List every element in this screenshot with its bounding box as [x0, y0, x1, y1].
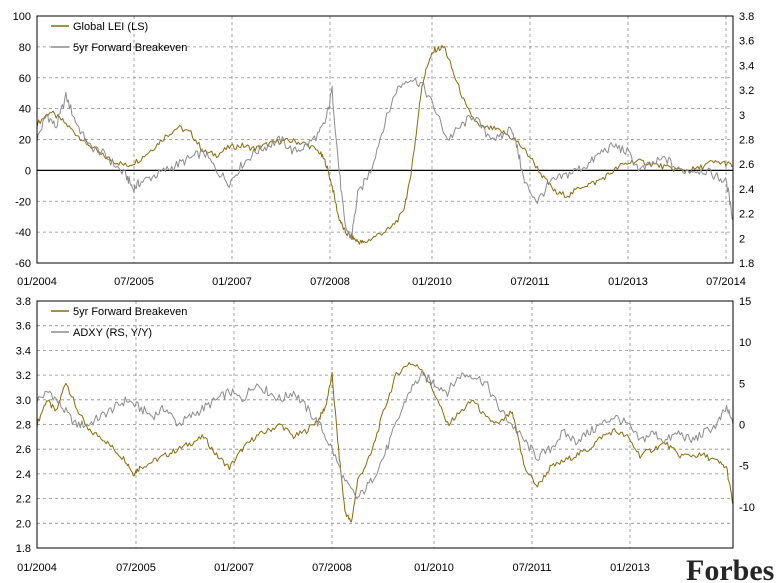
- y-right-tick-label: 2.4: [739, 184, 754, 196]
- y-left-tick-label: 3.8: [16, 296, 31, 308]
- x-tick-label: 07/2011: [511, 276, 550, 288]
- y-left-tick-label: 2.0: [16, 518, 31, 530]
- y-left-tick-label: 0: [25, 165, 31, 177]
- watermark-brand: Forbes: [686, 554, 774, 583]
- series-line-1: [36, 44, 734, 245]
- y-right-tick-label: 3.6: [739, 36, 754, 48]
- y-right-tick-label: 3.8: [739, 11, 754, 23]
- top-panel: 100 80 60 40 20 0 -20 -40 -60 3.8 3.6 3.4 3.2 3 2.8 2.6…: [13, 11, 755, 288]
- x-tick-label: 07/2011: [513, 562, 552, 574]
- y-left-tick-label: 3.4: [16, 345, 31, 357]
- y-right-tick-label: 0: [739, 420, 745, 432]
- series-line-1: [36, 362, 734, 523]
- x-tick-label: 01/2007: [212, 276, 252, 288]
- legend-label: 5yr Forward Breakeven: [73, 306, 187, 318]
- watermark-sub: 福布斯: [732, 546, 763, 559]
- x-tick-label: 07/2008: [312, 562, 352, 574]
- y-right-tick-label: 1.8: [739, 258, 754, 270]
- x-tick-label: 01/2010: [414, 562, 454, 574]
- x-tick-label: 07/2005: [116, 562, 156, 574]
- y-right-tick-label: 2: [739, 233, 745, 245]
- y-left-tick-label: 100: [13, 11, 31, 23]
- y-left-tick-label: 40: [19, 104, 31, 116]
- x-tick-label: 01/2010: [412, 276, 452, 288]
- y-right-tick-label: 2.8: [739, 135, 754, 147]
- x-tick-label: 01/2004: [17, 276, 57, 288]
- series-line-2: [36, 370, 734, 498]
- y-left-tick-label: -60: [15, 258, 31, 270]
- y-right-tick-label: 3.2: [739, 85, 754, 97]
- y-left-tick-label: 3.2: [16, 370, 31, 382]
- x-tick-label: 07/2014: [706, 276, 746, 288]
- y-right-tick-label: -5: [739, 461, 749, 473]
- legend-label: 5yr Forward Breakeven: [73, 42, 187, 54]
- y-right-tick-label: 3.4: [739, 60, 754, 72]
- y-left-tick-label: 3.6: [16, 321, 31, 333]
- y-left-tick-label: 2.8: [16, 420, 31, 432]
- y-left-tick-label: 60: [19, 73, 31, 85]
- x-tick-label: 01/2007: [214, 562, 254, 574]
- plot-frame: [36, 300, 734, 549]
- y-left-tick-label: 2.6: [16, 444, 31, 456]
- y-right-tick-label: 15: [739, 296, 751, 308]
- y-right-tick-label: 2.6: [739, 159, 754, 171]
- y-right-tick-label: -10: [739, 502, 755, 514]
- y-left-tick-label: 2.4: [16, 469, 31, 481]
- series-line-2: [36, 77, 734, 240]
- x-tick-label: 07/2008: [310, 276, 350, 288]
- y-right-tick-label: 5: [739, 378, 745, 390]
- y-left-tick-label: 20: [19, 135, 31, 147]
- plot-frame: [36, 15, 734, 264]
- x-tick-label: 07/2005: [114, 276, 154, 288]
- y-left-tick-label: 2.2: [16, 494, 31, 506]
- y-left-tick-label: 1.8: [16, 543, 31, 555]
- bottom-panel: 3.8 3.6 3.4 3.2 3.0 2.8 2.6 2.4 2.2 2.0 1.8 15 10 5 0 -…: [16, 296, 755, 574]
- legend-label: Global LEI (LS): [73, 21, 148, 33]
- y-left-tick-label: 3.0: [16, 395, 31, 407]
- y-right-tick-label: 3: [739, 110, 745, 122]
- watermark: Forbes 福布斯: [686, 546, 774, 583]
- y-left-tick-label: -20: [15, 196, 31, 208]
- y-right-tick-label: 2.2: [739, 209, 754, 221]
- x-tick-label: 01/2004: [17, 562, 57, 574]
- y-right-tick-label: 10: [739, 337, 751, 349]
- y-left-tick-label: 80: [19, 42, 31, 54]
- y-left-tick-label: -40: [15, 227, 31, 239]
- x-tick-label: 01/2013: [610, 562, 650, 574]
- x-tick-label: 01/2013: [608, 276, 648, 288]
- legend-label: ADXY (RS, Y/Y): [73, 327, 152, 339]
